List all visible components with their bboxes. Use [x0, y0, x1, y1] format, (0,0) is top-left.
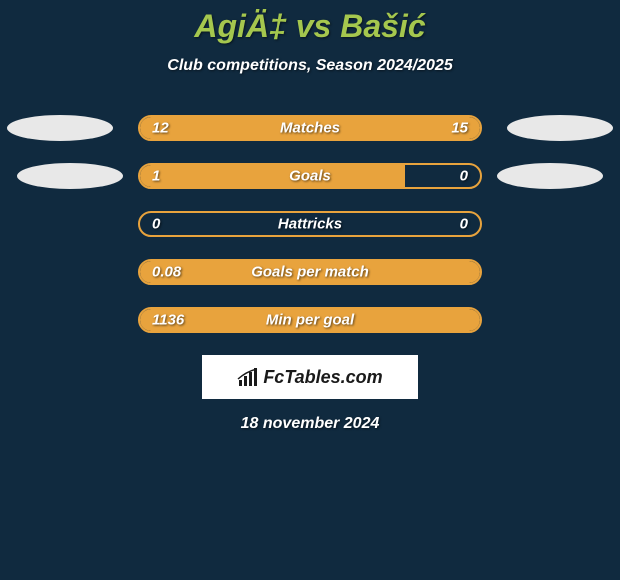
stat-label: Matches: [280, 120, 340, 137]
stat-bar: Goals per match 0.08: [138, 259, 482, 285]
logo-box[interactable]: FcTables.com: [202, 355, 418, 399]
stat-value-left: 12: [152, 120, 169, 137]
stat-value-left: 0.08: [152, 264, 181, 281]
player-right-marker: [497, 163, 603, 189]
stat-row: Min per goal 1136: [0, 307, 620, 333]
stat-value-left: 0: [152, 216, 160, 233]
stats-area: Matches 12 15 Goals 1 0 Hattricks 0 0 Goals per m…: [0, 115, 620, 333]
stat-row: Matches 12 15: [0, 115, 620, 141]
stat-bar: Min per goal 1136: [138, 307, 482, 333]
logo-text: FcTables.com: [263, 367, 382, 388]
bar-chart-icon: [237, 368, 259, 386]
stat-label: Goals per match: [251, 264, 369, 281]
stat-bar: Goals 1 0: [138, 163, 482, 189]
comparison-panel: AgiÄ‡ vs Bašić Club competitions, Season…: [0, 0, 620, 433]
stat-value-left: 1: [152, 168, 160, 185]
player-right-marker: [507, 115, 613, 141]
player-left-marker: [7, 115, 113, 141]
subtitle: Club competitions, Season 2024/2025: [0, 57, 620, 75]
stat-value-left: 1136: [152, 312, 184, 329]
bar-fill-left: [140, 165, 405, 187]
stat-label: Goals: [289, 168, 331, 185]
stat-row: Hattricks 0 0: [0, 211, 620, 237]
date-label: 18 november 2024: [0, 415, 620, 433]
stat-row: Goals per match 0.08: [0, 259, 620, 285]
player-left-marker: [17, 163, 123, 189]
stat-value-right: 15: [451, 120, 468, 137]
stat-label: Min per goal: [266, 312, 354, 329]
stat-value-right: 0: [460, 216, 468, 233]
stat-row: Goals 1 0: [0, 163, 620, 189]
stat-label: Hattricks: [278, 216, 342, 233]
stat-bar: Matches 12 15: [138, 115, 482, 141]
stat-bar: Hattricks 0 0: [138, 211, 482, 237]
page-title: AgiÄ‡ vs Bašić: [0, 8, 620, 45]
logo-content: FcTables.com: [237, 367, 382, 388]
stat-value-right: 0: [460, 168, 468, 185]
